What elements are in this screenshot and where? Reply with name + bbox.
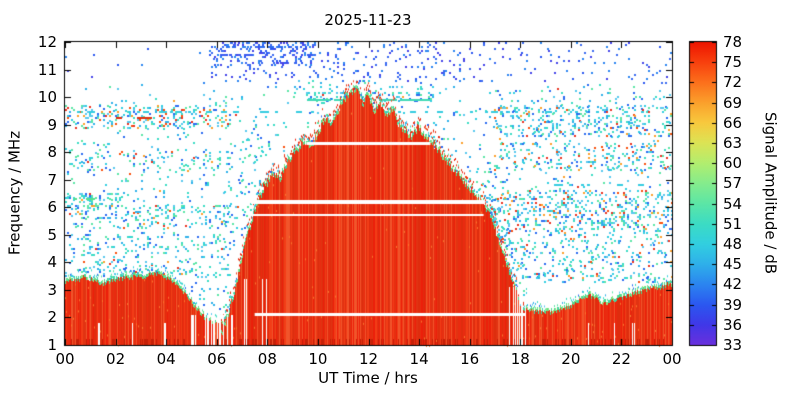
x-tick-label: 00 — [662, 350, 682, 368]
y-tick-label: 5 — [47, 225, 57, 244]
y-axis-label: Frequency / MHz — [5, 130, 24, 256]
x-tick-label: 14 — [409, 350, 429, 368]
x-tick-label: 08 — [257, 350, 277, 368]
plot-title: 2025-11-23 — [324, 11, 412, 29]
x-tick-label: 16 — [460, 350, 480, 368]
x-tick-label: 18 — [510, 350, 530, 368]
y-tick-label: 3 — [47, 280, 57, 299]
x-tick-label: 20 — [561, 350, 581, 368]
y-tick-label: 8 — [47, 143, 57, 162]
y-tick-label: 7 — [47, 170, 57, 189]
colorbar-tick-label: 39 — [723, 295, 743, 314]
x-tick-label: 12 — [358, 350, 379, 368]
y-tick-label: 12 — [37, 33, 57, 51]
y-tick-label: 1 — [47, 336, 57, 354]
colorbar-tick-label: 63 — [723, 134, 743, 152]
y-tick-label: 9 — [47, 115, 57, 134]
colorbar-tick-label: 48 — [723, 235, 743, 253]
colorbar-tick-label: 51 — [723, 214, 743, 233]
colorbar-tick-label: 60 — [723, 154, 743, 173]
colorbar-tick-label: 54 — [723, 194, 743, 213]
colorbar-tick-label: 57 — [723, 174, 743, 193]
y-tick-label: 4 — [47, 253, 57, 272]
x-tick-label: 04 — [156, 350, 176, 368]
colorbar-tick-label: 33 — [723, 336, 743, 354]
y-tick-label: 2 — [47, 308, 57, 327]
colorbar-tick-label: 72 — [723, 73, 743, 92]
colorbar-tick-label: 36 — [723, 315, 743, 334]
x-tick-label: 10 — [308, 350, 328, 368]
colorbar-tick-label: 45 — [723, 255, 743, 274]
colorbar-tick-label: 78 — [723, 33, 743, 51]
x-tick-label: 22 — [611, 350, 631, 368]
y-tick-label: 11 — [37, 60, 57, 79]
x-tick-label: 06 — [207, 350, 227, 368]
colorbar-tick-label: 69 — [723, 93, 743, 112]
colorbar-tick-label: 42 — [723, 275, 743, 294]
x-tick-label: 02 — [106, 350, 126, 368]
colorbar-tick-label: 75 — [723, 53, 743, 72]
colorbar-label: Signal Amplitude / dB — [761, 111, 780, 275]
y-tick-label: 6 — [47, 198, 57, 217]
x-tick-label: 00 — [55, 350, 75, 368]
y-tick-label: 10 — [37, 88, 57, 107]
x-axis-label: UT Time / hrs — [318, 369, 418, 387]
colorbar-tick-label: 66 — [723, 113, 743, 132]
